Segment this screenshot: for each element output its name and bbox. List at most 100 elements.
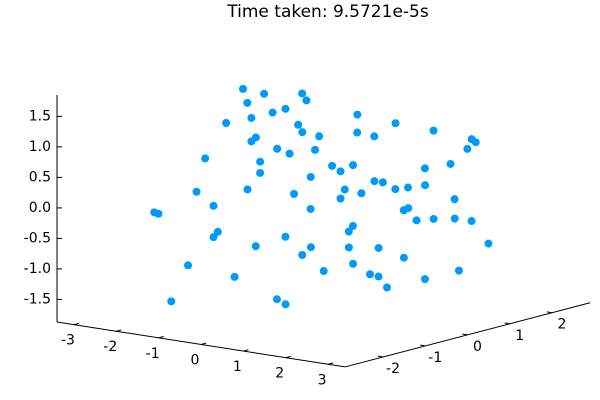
y-tick: [377, 355, 384, 358]
point: [243, 185, 252, 194]
point: [454, 266, 463, 275]
point: [429, 126, 438, 135]
point: [374, 243, 383, 252]
point: [222, 119, 231, 128]
point: [404, 183, 413, 192]
point: [251, 133, 260, 142]
x-tick-label: 3: [318, 372, 327, 388]
y-tick-label: 0: [473, 339, 482, 355]
chart-title: Time taken: 9.5721e-5s: [226, 2, 429, 22]
point: [201, 154, 210, 163]
point: [336, 167, 345, 176]
point: [429, 214, 438, 223]
point: [412, 216, 421, 225]
point: [315, 132, 324, 141]
point: [251, 242, 260, 251]
point: [260, 89, 269, 98]
point: [298, 128, 307, 137]
y-tick-label: 2: [558, 317, 567, 333]
point: [328, 161, 337, 170]
y-tick: [462, 333, 468, 336]
point: [290, 189, 299, 198]
point: [467, 135, 476, 144]
x-tick-label: 0: [191, 352, 200, 368]
point: [213, 227, 222, 236]
point: [256, 157, 265, 166]
z-tick-label: 1.5: [29, 108, 51, 124]
x-tick: [116, 329, 122, 332]
point: [272, 295, 281, 304]
point: [306, 204, 315, 213]
point: [370, 177, 379, 186]
point: [238, 84, 247, 93]
z-tick-label: -1.0: [24, 261, 51, 277]
x-tick-label: 1: [233, 359, 242, 375]
point: [311, 145, 320, 154]
x-tick: [200, 342, 207, 345]
point: [357, 189, 366, 198]
x-tick-label: -3: [61, 333, 75, 349]
y-tick-label: -1: [428, 350, 442, 366]
point: [420, 275, 429, 284]
point: [268, 108, 277, 117]
point: [281, 300, 290, 309]
x-tick: [327, 362, 334, 365]
point: [378, 178, 387, 187]
x-tick: [158, 336, 164, 339]
z-tick-label: 1.0: [29, 139, 51, 155]
point: [421, 181, 430, 190]
point: [167, 297, 176, 306]
point: [353, 110, 362, 119]
point: [230, 272, 239, 281]
point: [298, 89, 307, 98]
point: [306, 173, 315, 182]
point: [404, 204, 413, 213]
point: [273, 144, 282, 153]
point: [349, 161, 358, 170]
point: [209, 233, 218, 242]
point: [349, 259, 358, 268]
point: [450, 195, 459, 204]
x-tick: [285, 355, 291, 359]
point: [298, 251, 307, 260]
point: [353, 128, 362, 137]
x-tick-label: -1: [146, 346, 160, 362]
point: [467, 217, 476, 226]
point: [399, 253, 408, 262]
point: [319, 267, 328, 276]
point: [192, 187, 201, 196]
point: [391, 119, 400, 128]
point: [391, 185, 400, 194]
point: [243, 98, 252, 107]
point: [281, 104, 290, 113]
y-tick: [504, 322, 510, 325]
point: [344, 243, 353, 252]
y-tick-label: -2: [386, 361, 400, 377]
point: [294, 120, 303, 129]
point: [256, 168, 265, 177]
point: [366, 270, 375, 279]
y-tick: [420, 344, 426, 347]
y-tick-label: 1: [515, 328, 524, 344]
x-tick-label: 2: [275, 366, 284, 382]
point: [374, 272, 383, 281]
point: [383, 283, 392, 292]
y-tick: [546, 311, 553, 314]
point: [306, 243, 315, 252]
z-tick-label: -0.5: [24, 230, 51, 246]
point: [348, 221, 357, 230]
point: [184, 261, 193, 270]
point: [281, 232, 290, 241]
x-tick: [73, 322, 80, 326]
z-tick-label: 0.0: [29, 200, 51, 216]
x-tick: [243, 349, 249, 352]
point: [420, 164, 429, 173]
point: [344, 227, 353, 236]
point: [247, 113, 256, 122]
point: [154, 209, 163, 218]
x-tick-label: -2: [103, 339, 117, 355]
point: [484, 239, 493, 248]
point: [336, 194, 345, 203]
